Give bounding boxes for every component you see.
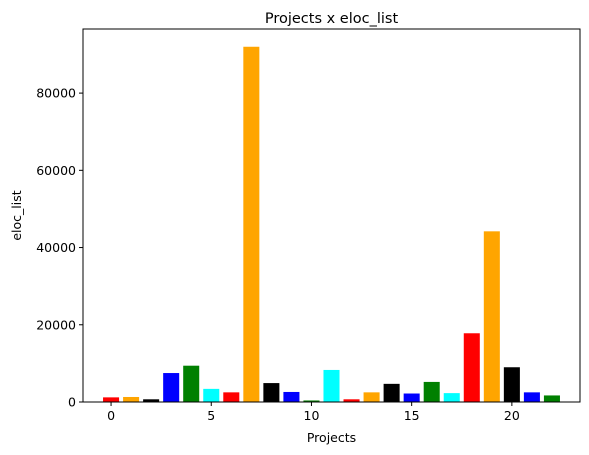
bar	[303, 400, 320, 402]
x-tick-label: 15	[404, 408, 420, 423]
plot-frame	[82, 28, 581, 403]
x-tick-label: 10	[304, 408, 320, 423]
bar	[523, 392, 540, 402]
x-tick-label: 5	[207, 408, 215, 423]
bar	[283, 391, 300, 402]
bar	[123, 396, 140, 402]
bar	[203, 388, 220, 402]
bar	[383, 383, 400, 402]
y-axis-ticks: 0 20000 40000 60000 80000	[36, 86, 83, 410]
x-tick-label: 0	[107, 408, 115, 423]
bar	[263, 383, 280, 402]
y-tick-label: 20000	[36, 317, 76, 332]
y-tick-label: 0	[68, 395, 76, 410]
y-tick-label: 60000	[36, 163, 76, 178]
bar	[143, 399, 160, 402]
x-axis-ticks: 0 5 10 15 20	[107, 402, 520, 423]
bar	[363, 392, 380, 402]
bar	[323, 369, 340, 402]
bar	[483, 231, 500, 402]
y-tick-label: 80000	[36, 86, 76, 101]
bar	[223, 392, 240, 402]
bar	[343, 399, 360, 402]
bar	[503, 367, 520, 402]
y-axis-label: eloc_list	[9, 190, 24, 240]
x-axis-label: Projects	[307, 430, 356, 445]
bar	[543, 395, 560, 402]
bar-group	[103, 46, 560, 402]
bar	[163, 373, 180, 402]
x-tick-label: 20	[504, 408, 520, 423]
bar	[243, 46, 260, 402]
y-tick-label: 40000	[36, 240, 76, 255]
bar	[183, 365, 200, 402]
bar	[463, 333, 480, 402]
bar	[403, 393, 420, 402]
chart-title: Projects x eloc_list	[265, 11, 399, 27]
bar	[443, 393, 460, 402]
bar	[103, 397, 120, 402]
bar	[423, 381, 440, 402]
